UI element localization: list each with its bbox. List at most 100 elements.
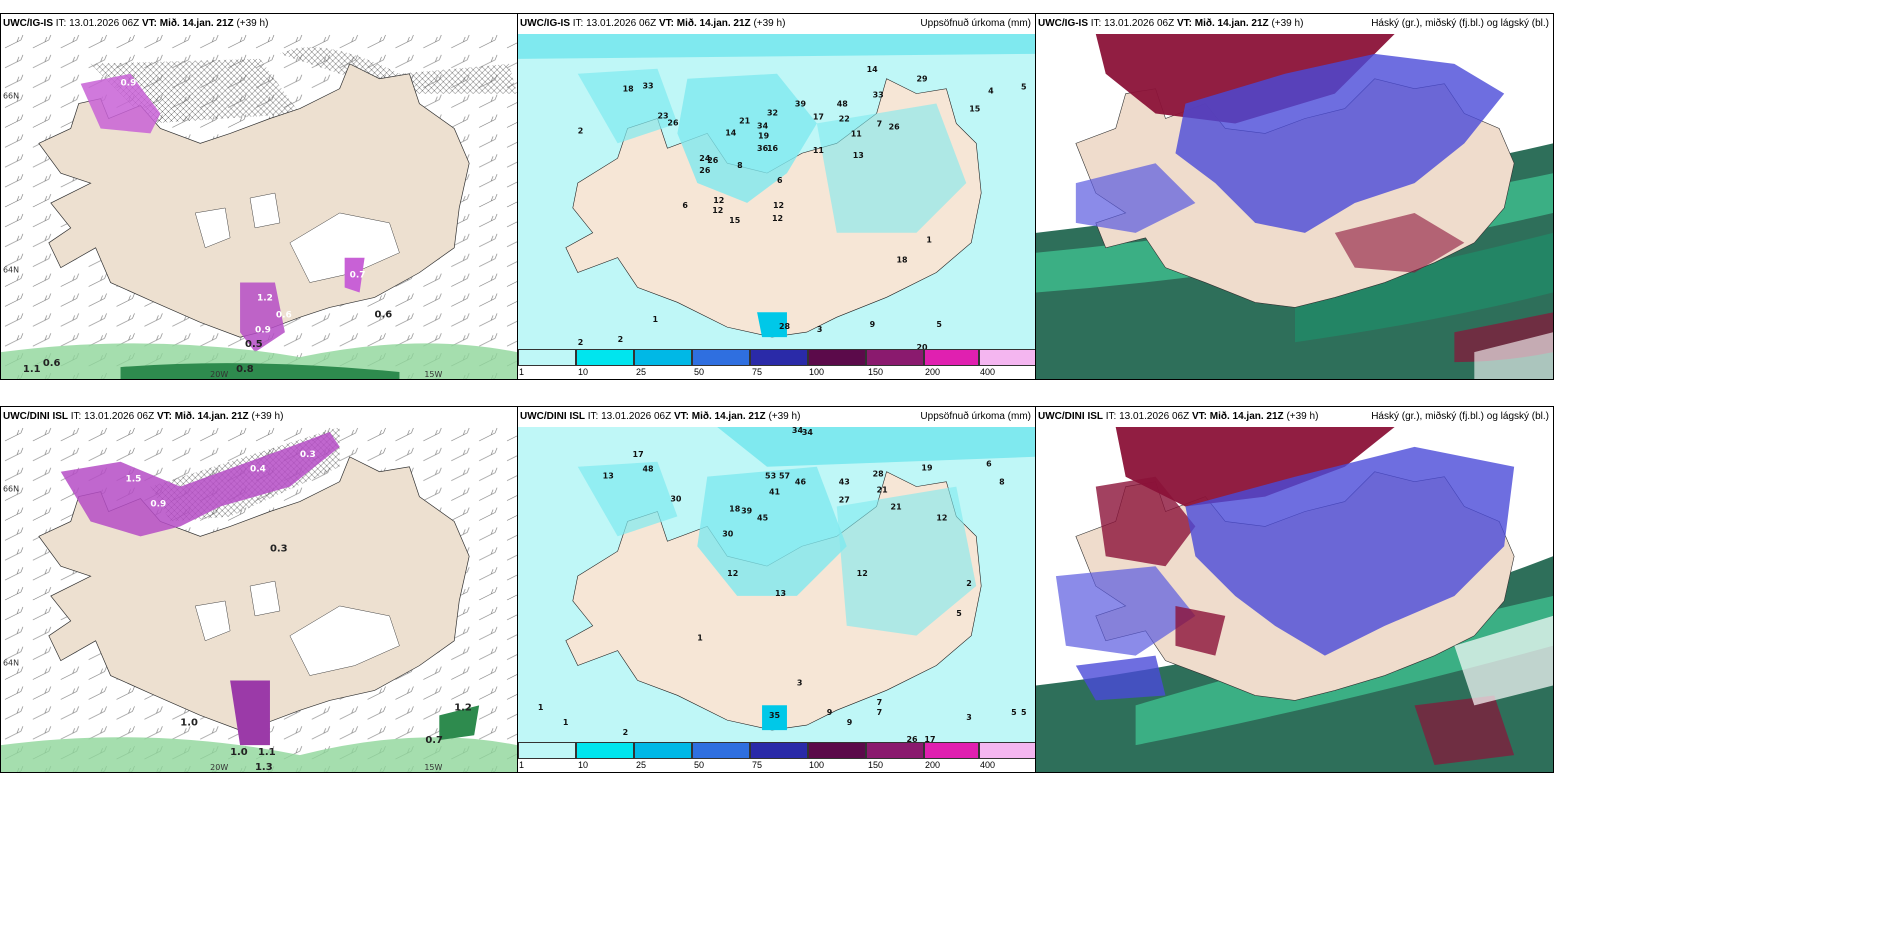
colorbar-tick: 150 [868, 367, 884, 377]
wind-map[interactable]: 0.6 0.6 1.1 0.8 0.5 1.2 0.6 0.9 0.7 0.9 … [1, 34, 517, 379]
wind-value: 1.3 [255, 762, 273, 772]
panel-header: UWC/IG-IS IT: 13.01.2026 06Z VT: Mið. 14… [518, 14, 1035, 34]
wind-value: 0.4 [250, 465, 266, 475]
svg-text:4: 4 [988, 87, 994, 96]
valid-label: VT: [658, 18, 674, 29]
svg-text:26: 26 [906, 735, 918, 742]
hatched-area [279, 47, 517, 94]
svg-text:18: 18 [623, 85, 635, 94]
lon-label: 20W [210, 763, 228, 772]
lead-time: (+39 h) [768, 411, 801, 422]
field-title: Háský (gr.), miðský (fj.bl.) og lágský (… [1371, 18, 1549, 29]
cloud-map[interactable] [1036, 34, 1553, 379]
svg-text:7: 7 [877, 119, 883, 128]
svg-text:29: 29 [916, 75, 928, 84]
wind-map[interactable]: 0.3 1.5 0.4 0.3 0.9 1.0 1.0 1.1 0.7 1.2 … [1, 427, 517, 772]
valid-time: Mið. 14.jan. 21Z [174, 411, 249, 422]
svg-text:17: 17 [924, 735, 935, 742]
precip-map[interactable]: 14 33 29 4 5 15 26 48 22 11 39 17 32 34 … [518, 34, 1035, 349]
precip-colorbar: 1 10 25 50 75 100 150 200 400 [518, 349, 1035, 379]
precip-map-svg: 34 34 17 48 13 30 53 57 41 46 45 43 27 2… [518, 427, 1035, 742]
colorbar-tick: 10 [578, 760, 589, 770]
colorbar-tick: 25 [636, 367, 647, 377]
svg-text:12: 12 [727, 569, 738, 578]
svg-text:33: 33 [643, 82, 654, 91]
svg-text:19: 19 [921, 464, 933, 473]
svg-text:21: 21 [891, 502, 902, 511]
svg-text:9: 9 [870, 320, 876, 329]
cloud-map-svg [1036, 34, 1553, 379]
colorbar-tick: 100 [809, 760, 825, 770]
valid-label: VT: [156, 411, 172, 422]
svg-text:16: 16 [767, 144, 779, 153]
colorbar-tick: 150 [868, 760, 884, 770]
precip-map[interactable]: 34 34 17 48 13 30 53 57 41 46 45 43 27 2… [518, 427, 1035, 742]
init-time: IT: 13.01.2026 06Z [1090, 18, 1175, 29]
svg-text:17: 17 [813, 112, 824, 121]
init-time: IT: 13.01.2026 06Z [70, 411, 155, 422]
svg-text:30: 30 [722, 529, 734, 538]
colorbar-tick: 75 [752, 367, 763, 377]
valid-label: VT: [673, 411, 689, 422]
svg-text:23: 23 [657, 111, 668, 120]
wind-value: 1.5 [126, 475, 142, 485]
model-name: UWC/IG-IS [3, 18, 53, 29]
colorbar-tick: 400 [980, 367, 996, 377]
svg-text:2: 2 [966, 579, 972, 588]
panel-ig-precip: UWC/IG-IS IT: 13.01.2026 06Z VT: Mið. 14… [517, 13, 1036, 380]
svg-text:6: 6 [986, 460, 992, 469]
panel-header: UWC/DINI ISL IT: 13.01.2026 06Z VT: Mið.… [1, 407, 517, 427]
svg-text:30: 30 [670, 495, 682, 504]
colorbar-tick: 100 [809, 367, 825, 377]
wind-value: 1.1 [23, 364, 41, 375]
colorbar-tick: 200 [925, 760, 941, 770]
svg-text:2: 2 [618, 335, 624, 344]
svg-text:9: 9 [847, 718, 853, 727]
svg-text:5: 5 [1021, 83, 1027, 92]
svg-text:39: 39 [795, 100, 807, 109]
svg-text:11: 11 [851, 129, 862, 138]
svg-text:7: 7 [877, 698, 883, 707]
wind-value: 0.3 [270, 543, 288, 554]
svg-text:1: 1 [538, 703, 544, 712]
svg-text:32: 32 [767, 108, 778, 117]
svg-text:1: 1 [652, 315, 658, 324]
colorbar-tick: 1 [519, 367, 525, 377]
wind-value: 0.7 [425, 735, 443, 746]
panel-dini-clouds: UWC/DINI ISL IT: 13.01.2026 06Z VT: Mið.… [1035, 406, 1554, 773]
colorbar-tick: 50 [694, 367, 705, 377]
svg-text:1: 1 [563, 718, 569, 727]
cloud-map[interactable] [1036, 427, 1553, 772]
wind-map-svg: 0.3 1.5 0.4 0.3 0.9 1.0 1.0 1.1 0.7 1.2 … [1, 427, 517, 772]
wind-value: 0.9 [255, 325, 271, 335]
panel-header: UWC/IG-IS IT: 13.01.2026 06Z VT: Mið. 14… [1, 14, 517, 34]
init-time: IT: 13.01.2026 06Z [55, 18, 140, 29]
svg-text:28: 28 [779, 322, 791, 331]
svg-text:33: 33 [873, 91, 884, 100]
svg-text:14: 14 [725, 128, 737, 137]
field-title: Uppsöfnuð úrkoma (mm) [920, 18, 1031, 29]
svg-text:34: 34 [757, 121, 769, 130]
valid-time: Mið. 14.jan. 21Z [1209, 411, 1284, 422]
svg-text:12: 12 [712, 206, 723, 215]
svg-text:48: 48 [837, 100, 849, 109]
svg-text:28: 28 [873, 470, 885, 479]
svg-text:18: 18 [897, 256, 909, 265]
svg-text:41: 41 [769, 488, 780, 497]
svg-text:3: 3 [797, 678, 803, 687]
svg-text:3: 3 [817, 325, 823, 334]
wind-value: 0.7 [350, 271, 366, 281]
panel-dini-precip: UWC/DINI ISL IT: 13.01.2026 06Z VT: Mið.… [517, 406, 1036, 773]
svg-text:12: 12 [857, 569, 868, 578]
svg-text:26: 26 [699, 166, 711, 175]
wind-value: 0.6 [375, 309, 393, 320]
init-time: IT: 13.01.2026 06Z [572, 18, 657, 29]
svg-text:6: 6 [777, 176, 783, 185]
svg-text:8: 8 [999, 478, 1005, 487]
lat-label: 66N [3, 485, 19, 494]
colorbar-tick: 400 [980, 760, 996, 770]
svg-text:15: 15 [729, 216, 740, 225]
wind-value: 1.2 [257, 293, 273, 303]
svg-text:26: 26 [707, 156, 719, 165]
svg-text:2: 2 [623, 728, 629, 737]
